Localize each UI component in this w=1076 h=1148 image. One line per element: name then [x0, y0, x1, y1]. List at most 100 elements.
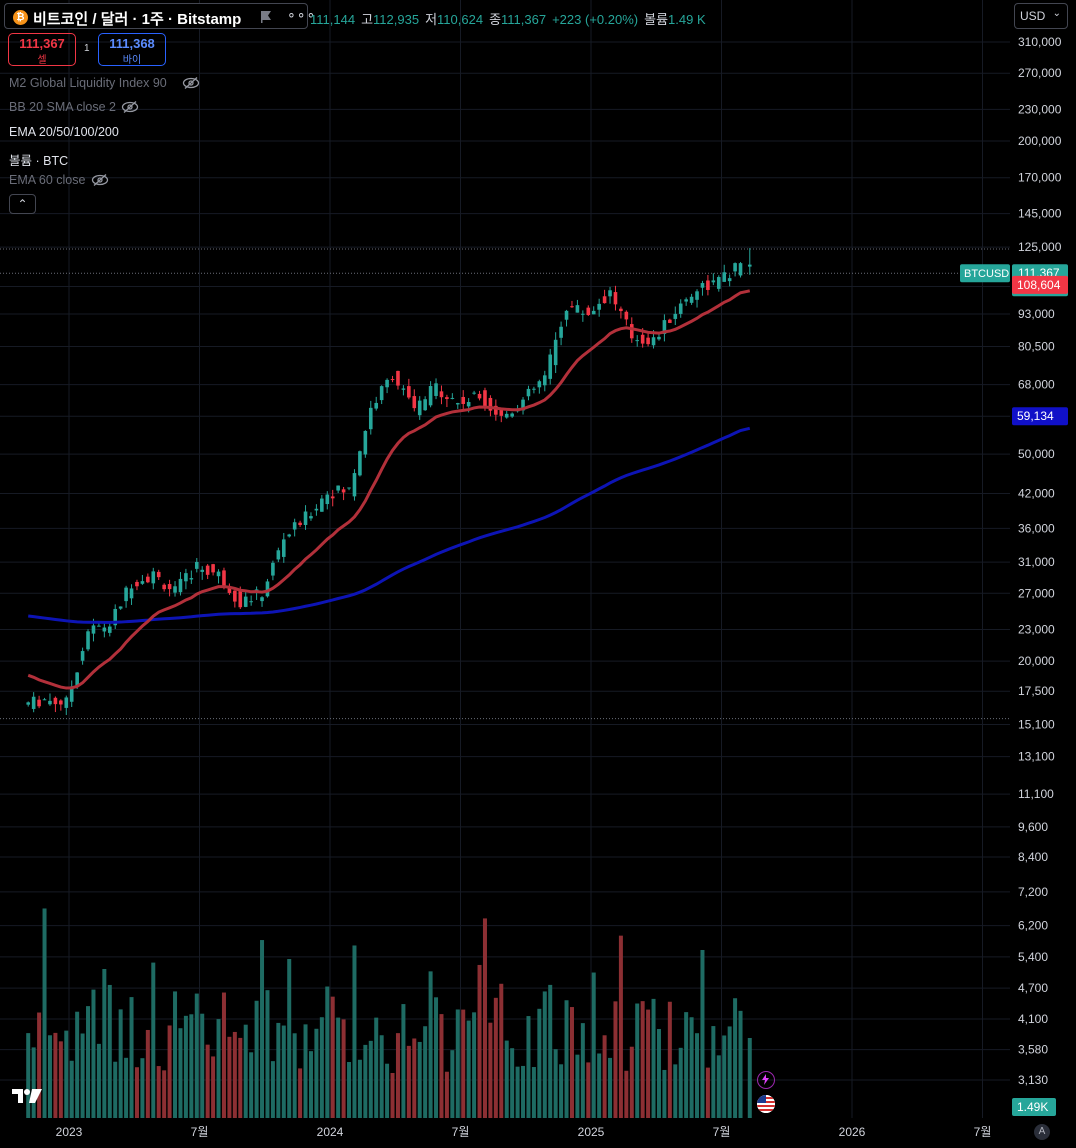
eye-off-icon[interactable] — [91, 174, 109, 186]
sell-button[interactable]: 111,367 셀 — [8, 33, 76, 66]
candle-body — [249, 601, 253, 603]
flag-icon[interactable] — [260, 10, 272, 23]
volume-bar — [722, 1035, 727, 1118]
time-axis-label: 7월 — [713, 1125, 731, 1139]
time-axis-label: 7월 — [452, 1125, 470, 1139]
volume-bar — [689, 1017, 694, 1118]
volume-bar — [700, 949, 705, 1118]
volume-bar — [580, 1023, 585, 1118]
indicator-ema-60[interactable]: EMA 60 close — [9, 173, 85, 187]
candle-body — [461, 396, 466, 404]
volume-bar — [684, 1012, 689, 1118]
volume-bar — [673, 1064, 678, 1118]
candle-body — [59, 700, 63, 705]
candle-body — [102, 627, 107, 632]
volume-bar — [314, 1028, 319, 1118]
volume-bar — [287, 959, 292, 1118]
volume-bar — [455, 1009, 460, 1118]
indicator-m2-liquidity[interactable]: M2 Global Liquidity Index 90 — [9, 76, 167, 90]
candle-body — [124, 587, 128, 602]
sell-price: 111,367 — [19, 36, 65, 51]
volume-bar — [216, 1019, 221, 1118]
candle-body — [97, 625, 101, 627]
more-options-icon[interactable]: ∘∘∘ — [287, 6, 317, 22]
candle-body — [684, 299, 688, 302]
volume-bar — [390, 1072, 395, 1118]
volume-bar — [113, 1061, 118, 1118]
candle-body — [412, 396, 417, 409]
candle-body — [233, 590, 237, 602]
buy-price: 111,368 — [109, 36, 155, 51]
volume-bar — [656, 1029, 661, 1118]
symbol-header[interactable]: ₿ 비트코인 / 달러 · 1주 · Bitstamp ∘∘∘ — [4, 3, 315, 29]
volume-bar — [260, 940, 265, 1118]
volume-bar — [613, 1001, 618, 1118]
candle-body — [678, 303, 683, 314]
candle-body — [722, 272, 727, 282]
candle-body — [716, 277, 721, 289]
price-axis-label: 5,400 — [1018, 950, 1048, 964]
volume-bar — [564, 1000, 569, 1118]
indicator-label: BB 20 SMA close 2 — [9, 100, 117, 114]
candle-body — [64, 697, 69, 708]
volume-bar — [515, 1066, 520, 1118]
candle-body — [184, 573, 188, 582]
volume-bar — [738, 1010, 743, 1118]
volume-bar — [270, 1061, 275, 1118]
indicator-bb[interactable]: BB 20 SMA close 2 — [9, 100, 116, 114]
price-axis-label: 230,000 — [1018, 102, 1062, 116]
candle-body — [629, 324, 634, 339]
buy-label: 바이 — [122, 55, 142, 66]
volume-bar — [695, 1033, 700, 1118]
volume-bar — [64, 1030, 69, 1118]
volume-bar — [254, 1000, 259, 1118]
candle-body — [281, 539, 286, 557]
candle-body — [271, 562, 275, 576]
volume-bar — [298, 1068, 303, 1118]
time-axis-label: 2026 — [839, 1125, 866, 1139]
candle-body — [564, 310, 569, 320]
candle-body — [635, 340, 640, 342]
volume-bar — [325, 986, 330, 1118]
candle-body — [320, 498, 324, 512]
candle-body — [53, 697, 58, 705]
candle-body — [260, 597, 264, 602]
candle-body — [570, 306, 574, 308]
collapse-legend-button[interactable]: ⌃ — [9, 194, 36, 214]
indicator-ema-multi[interactable]: EMA 20/50/100/200 — [9, 125, 119, 139]
eye-off-icon[interactable] — [121, 101, 139, 113]
candle-body — [227, 587, 232, 593]
candle-body — [42, 699, 47, 701]
candle-body — [140, 581, 145, 584]
volume-bar — [406, 1045, 411, 1118]
candle-body — [222, 570, 226, 586]
candle-body — [602, 296, 607, 304]
currency-select[interactable]: USD ⌄ — [1014, 3, 1068, 29]
candle-body — [91, 625, 96, 634]
candle-body — [695, 291, 699, 300]
candle-body — [428, 386, 433, 406]
tradingview-logo-icon[interactable] — [10, 1086, 44, 1106]
volume-bar — [640, 1001, 645, 1118]
volume-bars — [26, 908, 752, 1118]
volume-bar — [727, 1026, 732, 1118]
indicator-volume[interactable]: 볼륨 · BTC — [9, 150, 68, 169]
volume-bar — [341, 1019, 346, 1118]
us-flag-icon[interactable] — [757, 1095, 775, 1113]
indicator-label: 볼륨 · BTC — [9, 154, 69, 168]
volume-bar — [662, 1069, 667, 1118]
indicator-label: EMA 20/50/100/200 — [9, 125, 119, 139]
volume-bar — [194, 993, 199, 1118]
candle-body — [651, 337, 656, 346]
lightning-icon[interactable] — [757, 1071, 775, 1089]
auto-scale-button[interactable]: A — [1034, 1124, 1050, 1140]
volume-bar — [227, 1036, 232, 1118]
eye-off-icon[interactable] — [182, 77, 200, 89]
indicator-label: EMA 60 close — [9, 173, 86, 187]
volume-bar — [102, 968, 107, 1118]
volume-bar — [450, 1050, 455, 1118]
candle-body — [194, 561, 199, 569]
buy-button[interactable]: 111,368 바이 — [98, 33, 166, 66]
ema-short-line — [27, 289, 751, 690]
